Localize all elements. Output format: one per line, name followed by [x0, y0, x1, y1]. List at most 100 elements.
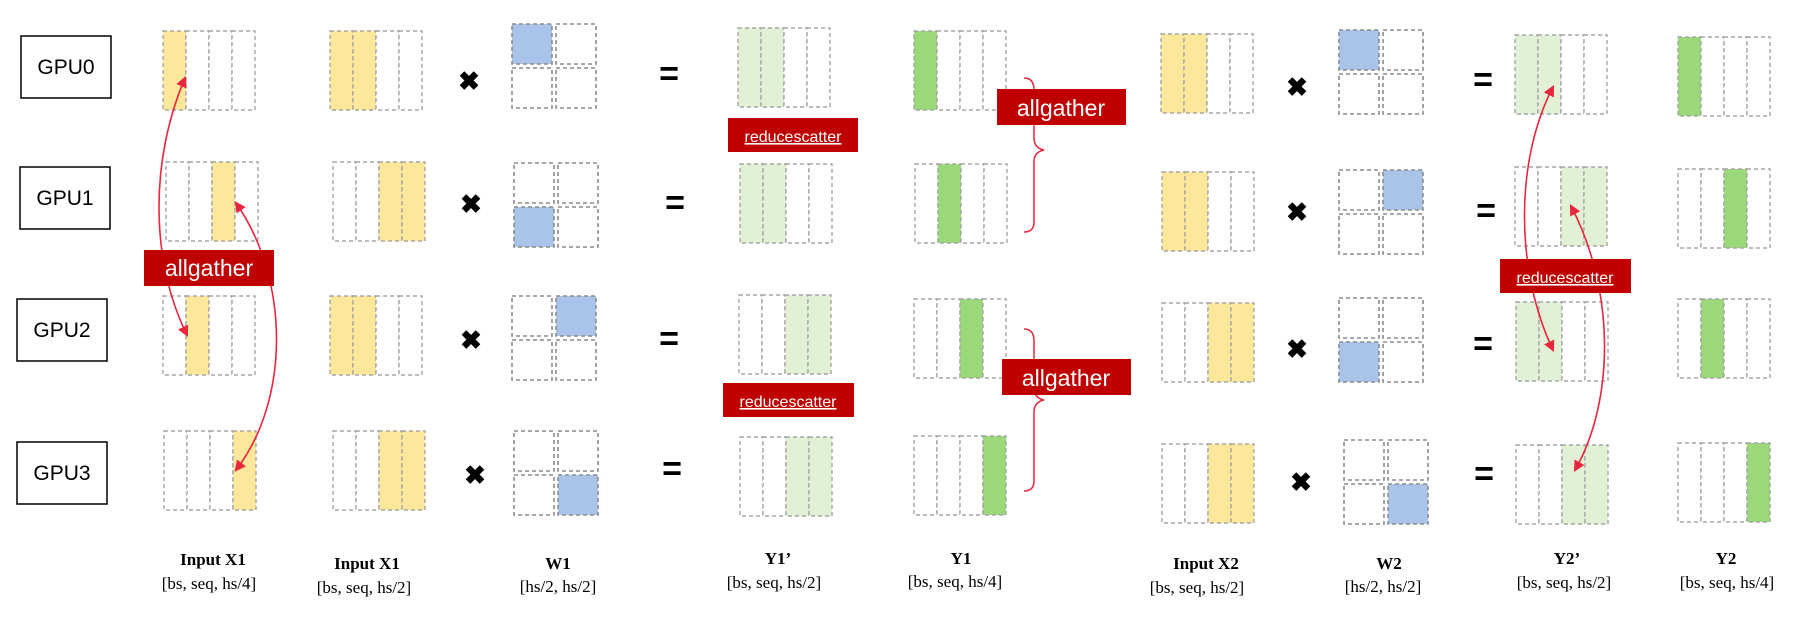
w1-gpu2	[511, 295, 597, 381]
tensor-stripe	[208, 30, 233, 111]
tensor-stripe	[332, 430, 357, 511]
multiply-operator: ✖	[460, 189, 482, 219]
svg-text:W2: W2	[1376, 554, 1402, 573]
tensor-stripe	[1207, 302, 1232, 383]
tensor-stripe	[352, 295, 377, 376]
tensor-stripe	[1161, 443, 1186, 524]
tensor-stripe	[1677, 168, 1702, 249]
tensor-stripe	[1723, 36, 1748, 117]
tensor-stripe	[1677, 298, 1702, 379]
weight-cell	[1382, 169, 1424, 211]
y1-partial-gpu0	[737, 27, 831, 108]
weight-cell	[1382, 73, 1424, 115]
weight-cell	[1382, 341, 1424, 383]
braces	[1023, 77, 1045, 492]
tensor-stripe	[1230, 171, 1255, 252]
weight-cell	[511, 295, 553, 337]
tensor-stripe	[1560, 166, 1585, 247]
tensor-stripe	[1229, 33, 1254, 114]
tensor-stripe	[785, 163, 810, 244]
tensor-stripe	[185, 30, 210, 111]
svg-text:Y1’: Y1’	[765, 549, 791, 568]
weight-cell	[513, 474, 555, 516]
input-x1-shard-gpu3	[163, 430, 257, 511]
multiply-operator: ✖	[1286, 72, 1308, 102]
reducescatter-y1-top-banner: reducescatter	[728, 118, 858, 152]
tensor-stripe	[1206, 33, 1231, 114]
svg-text:GPU0: GPU0	[37, 56, 94, 79]
weight-cell	[513, 430, 555, 472]
tensor-stripe	[959, 298, 984, 379]
y2-partial-gpu0	[1514, 34, 1608, 115]
tensor-stripe	[737, 27, 762, 108]
w2-gpu0	[1338, 29, 1424, 115]
input-x1-shard-gpu1	[165, 161, 259, 242]
tensor-stripe	[914, 163, 939, 244]
tensor-stripe	[1561, 301, 1586, 382]
input-x1-full-gpu2	[329, 295, 423, 376]
tensor-stripe	[352, 30, 377, 111]
svg-text:Y2’: Y2’	[1554, 549, 1580, 568]
tensor-stripe	[1514, 34, 1539, 115]
equals-operator: =	[1473, 61, 1493, 99]
svg-text:allgather: allgather	[1017, 95, 1106, 121]
svg-text:allgather: allgather	[165, 255, 254, 281]
y2-partial-gpu1	[1514, 166, 1608, 247]
tensor-stripe	[1723, 298, 1748, 379]
weight-cell	[555, 23, 597, 65]
input-x2-gpu2	[1161, 302, 1255, 383]
gpu-labels: GPU0 GPU1 GPU2 GPU3	[16, 35, 112, 505]
equals-operator: =	[659, 55, 679, 93]
input-x2-gpu1	[1161, 171, 1255, 252]
weight-cell	[511, 339, 553, 381]
tensor-stripe	[1230, 443, 1255, 524]
tensor-stripe	[1230, 302, 1255, 383]
svg-text:reducescatter: reducescatter	[1517, 270, 1615, 287]
equals-operator: =	[659, 320, 679, 358]
weight-cell	[511, 23, 553, 65]
svg-text:Y2: Y2	[1716, 549, 1737, 568]
input-x1-full-gpu3	[332, 430, 426, 511]
tensor-stripe	[762, 436, 787, 517]
tensor-stripe	[807, 294, 832, 375]
tensor-stripe	[1700, 298, 1725, 379]
tensor-stripe	[1515, 301, 1540, 382]
tensor-stripe	[1161, 171, 1186, 252]
weight-cell	[1387, 439, 1429, 481]
allgather-input-banner: allgather	[144, 250, 274, 286]
tensor-stripe	[760, 27, 785, 108]
tensor-stripe	[1184, 443, 1209, 524]
input-x2-gpu3	[1161, 443, 1255, 524]
tensor-stripe	[1560, 34, 1585, 115]
weight-cell	[1382, 29, 1424, 71]
weight-cell	[1382, 213, 1424, 255]
svg-text:[bs, seq, hs/4]: [bs, seq, hs/4]	[908, 572, 1002, 591]
multiply-operator: ✖	[460, 325, 482, 355]
tensor-stripe	[936, 435, 961, 516]
multiply-operator: ✖	[458, 66, 480, 96]
tensor-stripe	[401, 430, 426, 511]
communication-arrows	[158, 75, 1606, 472]
caption-w2: W2 [hs/2, hs/2]	[1345, 554, 1422, 596]
tensor-stripe	[806, 27, 831, 108]
tensor-stripe	[1184, 302, 1209, 383]
tensor-stripe	[913, 298, 938, 379]
operators: ✖ ✖ ✖ ✖ = = = = ✖ ✖ ✖ ✖ = = = =	[458, 55, 1496, 497]
y1-partial-gpu2	[738, 294, 832, 375]
tensor-stripe	[937, 163, 962, 244]
tensor-stripe	[186, 430, 211, 511]
tensor-stripe	[209, 430, 234, 511]
svg-text:GPU3: GPU3	[33, 462, 90, 485]
tensor-stripe	[401, 161, 426, 242]
tensor-blocks	[162, 23, 1771, 525]
tensor-stripe	[1160, 33, 1185, 114]
svg-text:Y1: Y1	[951, 549, 972, 568]
tensor-stripe	[1538, 444, 1563, 525]
brace-bottom	[1023, 328, 1045, 492]
allgather-y1-bottom-banner: allgather	[1002, 359, 1131, 395]
tensor-stripe	[913, 30, 938, 111]
y1-gpu3	[913, 435, 1007, 516]
reducescatter-y1-bottom-banner: reducescatter	[723, 383, 854, 417]
caption-y2: Y2 [bs, seq, hs/4]	[1680, 549, 1774, 592]
